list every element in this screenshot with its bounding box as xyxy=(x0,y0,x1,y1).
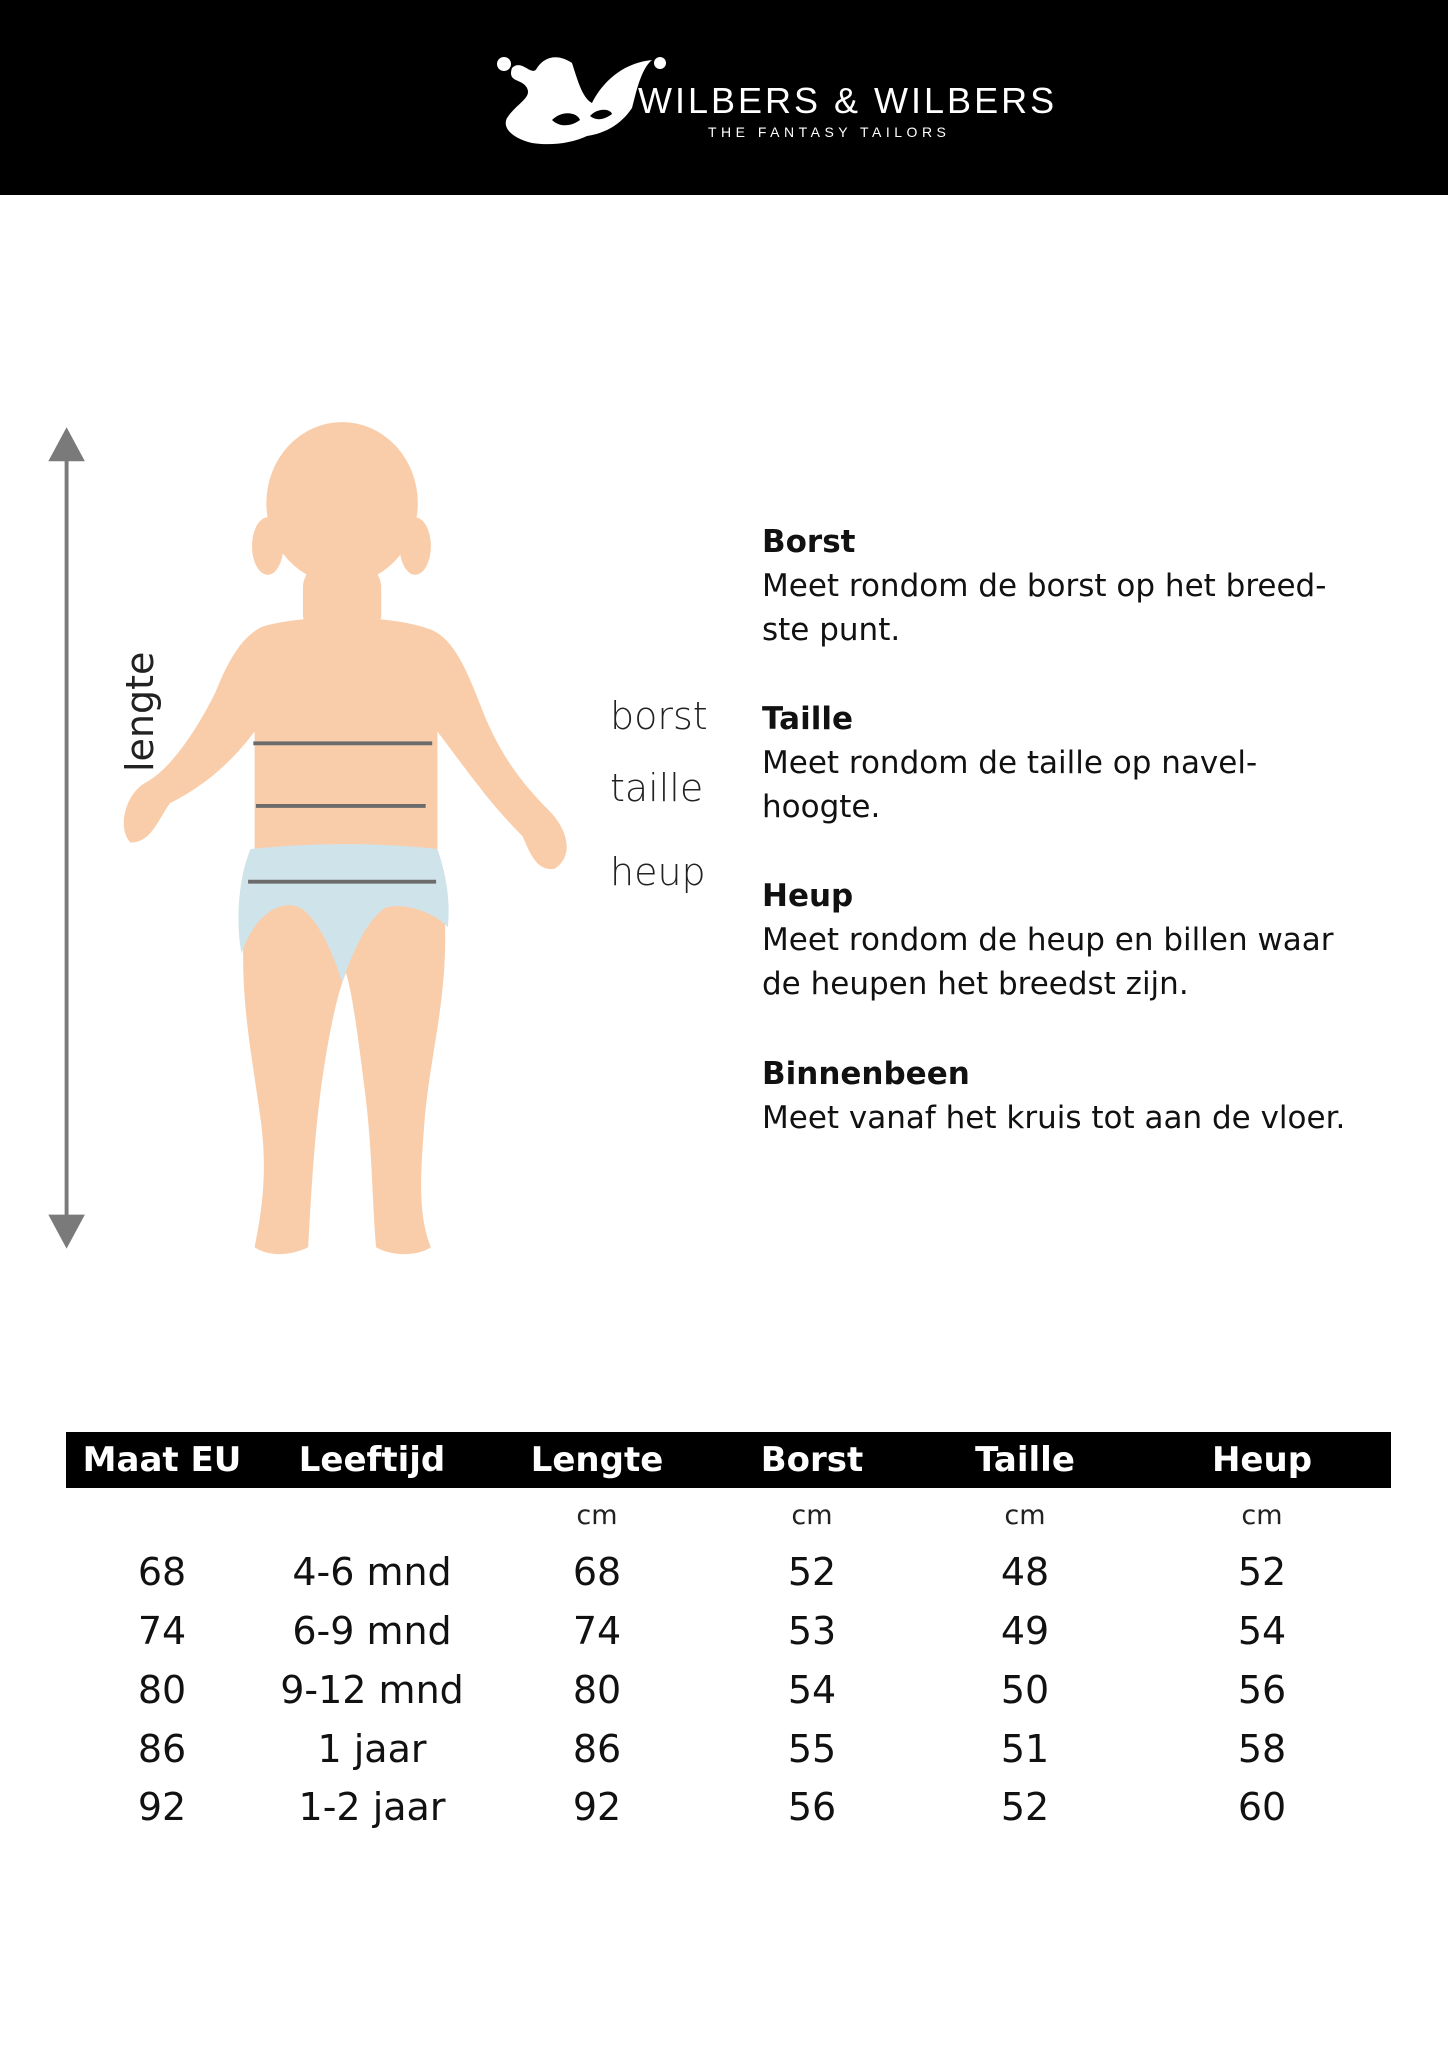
brand-name: WILBERS & WILBERS xyxy=(638,80,1058,121)
diaper xyxy=(238,844,449,983)
description-waist: Taille Meet rondom de taille op navel- h… xyxy=(762,697,1422,829)
measure-lines xyxy=(248,741,437,884)
column-header: Lengte xyxy=(530,1440,664,1480)
table-cell: 68 xyxy=(572,1550,622,1594)
table-cell: 6-9 mnd xyxy=(292,1609,452,1653)
column-unit: cm xyxy=(1241,1500,1283,1531)
description-chest: Borst Meet rondom de borst op het breed-… xyxy=(762,520,1422,652)
table-cell: 92 xyxy=(137,1785,187,1829)
description-hip: Heup Meet rondom de heup en billen waar … xyxy=(762,874,1422,1006)
table-cell: 80 xyxy=(572,1668,622,1712)
table-cell: 58 xyxy=(1237,1727,1287,1771)
table-cell: 52 xyxy=(1000,1785,1050,1829)
header-bar: WILBERS & WILBERS THE FANTASY TAILORS xyxy=(0,0,1448,195)
description-title: Heup xyxy=(762,878,854,914)
table-cell: 50 xyxy=(1000,1668,1050,1712)
column-unit: cm xyxy=(791,1500,833,1531)
length-arrow xyxy=(48,427,85,1249)
length-label: lengte xyxy=(118,651,162,772)
table-cell: 74 xyxy=(572,1609,622,1653)
description-line: de heupen het breedst zijn. xyxy=(762,966,1189,1002)
column-unit: cm xyxy=(576,1500,618,1531)
table-cell: 54 xyxy=(1237,1609,1287,1653)
table-cell: 74 xyxy=(137,1609,187,1653)
table-cell: 54 xyxy=(787,1668,837,1712)
description-title: Binnenbeen xyxy=(762,1056,970,1092)
table-cell: 86 xyxy=(572,1727,622,1771)
table-cell: 56 xyxy=(1237,1668,1287,1712)
column-header: Taille xyxy=(975,1440,1075,1480)
description-line: hoogte. xyxy=(762,789,881,825)
description-line: Meet vanaf het kruis tot aan de vloer. xyxy=(762,1100,1346,1136)
waist-label: taille xyxy=(610,766,704,810)
description-line: Meet rondom de borst op het breed- xyxy=(762,568,1327,604)
size-table-header xyxy=(66,1432,1391,1488)
table-cell: 9-12 mnd xyxy=(280,1668,464,1712)
table-cell: 48 xyxy=(1000,1550,1050,1594)
table-cell: 52 xyxy=(787,1550,837,1594)
table-cell: 68 xyxy=(137,1550,187,1594)
table-cell: 86 xyxy=(137,1727,187,1771)
chest-label: borst xyxy=(610,694,708,738)
table-cell: 1-2 jaar xyxy=(298,1785,446,1829)
table-cell: 4-6 mnd xyxy=(292,1550,452,1594)
brand-tagline: THE FANTASY TAILORS xyxy=(708,124,951,140)
description-line: ste punt. xyxy=(762,612,901,648)
table-cell: 60 xyxy=(1237,1785,1287,1829)
table-cell: 55 xyxy=(787,1727,837,1771)
description-inseam: Binnenbeen Meet vanaf het kruis tot aan … xyxy=(762,1052,1422,1140)
table-cell: 92 xyxy=(572,1785,622,1829)
column-header: Maat EU xyxy=(82,1440,242,1480)
table-cell: 52 xyxy=(1237,1550,1287,1594)
table-cell: 56 xyxy=(787,1785,837,1829)
table-cell: 1 jaar xyxy=(317,1727,427,1771)
column-header: Borst xyxy=(760,1440,864,1480)
baby-silhouette xyxy=(123,422,567,1255)
description-title: Borst xyxy=(762,524,856,560)
column-header: Leeftijd xyxy=(298,1440,446,1480)
hip-label: heup xyxy=(610,850,706,894)
column-unit: cm xyxy=(1004,1500,1046,1531)
jester-hat-mask-icon xyxy=(497,57,666,145)
description-line: Meet rondom de heup en billen waar xyxy=(762,922,1334,958)
column-header: Heup xyxy=(1211,1440,1313,1480)
description-title: Taille xyxy=(762,701,853,737)
table-cell: 49 xyxy=(1000,1609,1050,1653)
table-cell: 51 xyxy=(1000,1727,1050,1771)
description-line: Meet rondom de taille op navel- xyxy=(762,745,1258,781)
table-cell: 80 xyxy=(137,1668,187,1712)
table-cell: 53 xyxy=(787,1609,837,1653)
